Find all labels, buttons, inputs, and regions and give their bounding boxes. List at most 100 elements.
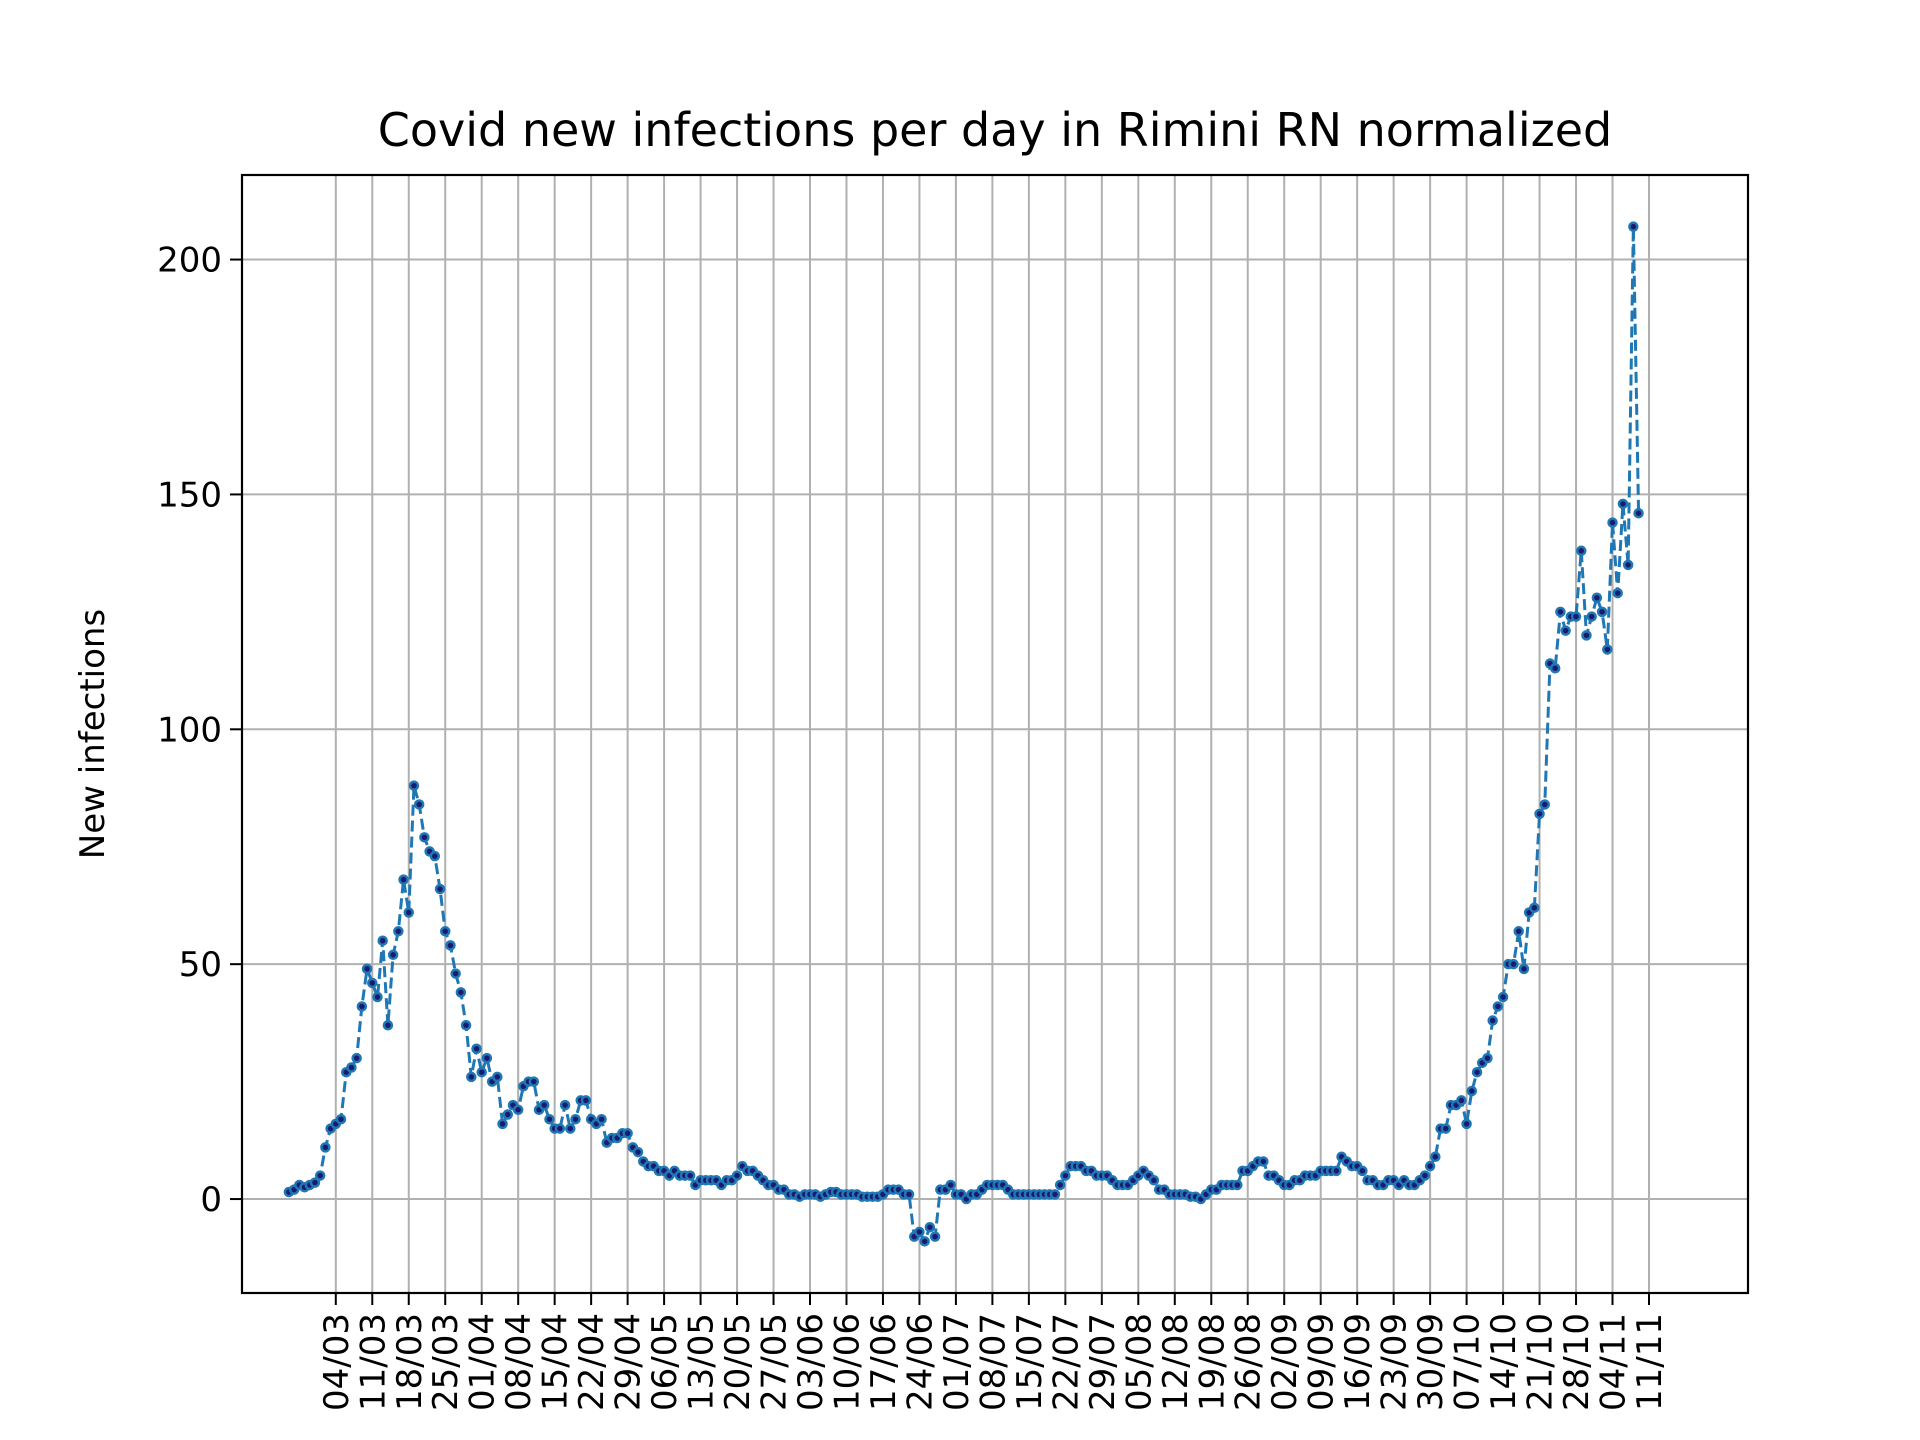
y-tick-label: 200 — [157, 241, 222, 281]
data-point — [1596, 606, 1608, 618]
x-tick-label: 17/06 — [864, 1313, 904, 1411]
x-tick-label: 08/07 — [973, 1313, 1013, 1411]
data-point — [320, 1142, 331, 1153]
data-point — [538, 1099, 550, 1111]
x-tick-label: 04/03 — [317, 1313, 357, 1411]
x-tick-label: 18/03 — [390, 1313, 430, 1411]
grid — [242, 175, 1748, 1293]
data-point — [1054, 1179, 1066, 1191]
x-tick-label: 26/08 — [1229, 1313, 1269, 1411]
x-tick-label: 20/05 — [718, 1313, 758, 1411]
y-tick-label: 50 — [179, 945, 222, 985]
data-point — [481, 1052, 493, 1064]
x-tick-label: 01/07 — [937, 1313, 977, 1411]
data-point — [1633, 507, 1644, 519]
data-point — [1424, 1160, 1436, 1172]
data-point — [1575, 545, 1587, 557]
x-tick-label: 29/07 — [1083, 1313, 1123, 1411]
x-tick-label: 10/06 — [827, 1313, 867, 1411]
data-point — [367, 977, 378, 989]
x-axis: 04/0311/0318/0325/0301/0408/0415/0422/04… — [317, 1293, 1670, 1411]
data-point — [1513, 926, 1524, 937]
x-tick-label: 01/04 — [463, 1313, 503, 1411]
data-point — [1492, 1001, 1504, 1012]
x-tick-label: 03/06 — [791, 1313, 831, 1411]
data-point — [1622, 559, 1634, 571]
data-point — [460, 1019, 472, 1031]
series — [283, 221, 1644, 1247]
data-point — [1232, 1179, 1243, 1191]
data-point — [1440, 1123, 1452, 1134]
data-point — [1586, 611, 1597, 622]
data-point — [544, 1113, 555, 1125]
data-point — [929, 1231, 941, 1242]
data-point — [1471, 1066, 1483, 1078]
data-point — [476, 1066, 487, 1078]
x-tick-label: 04/11 — [1594, 1313, 1634, 1411]
x-tick-label: 19/08 — [1192, 1313, 1232, 1411]
y-axis: 0 50 100 150 200 — [157, 241, 242, 1220]
data-point — [413, 799, 425, 810]
data-point — [372, 991, 383, 1003]
x-tick-label: 14/10 — [1484, 1313, 1524, 1411]
data-point — [684, 1170, 696, 1181]
data-point — [314, 1170, 326, 1181]
data-point — [1357, 1165, 1368, 1177]
data-point — [382, 1019, 394, 1031]
data-point — [1560, 625, 1571, 636]
data-point — [1331, 1165, 1342, 1177]
data-point — [1258, 1156, 1269, 1167]
data-point — [1534, 808, 1545, 820]
data-point — [497, 1118, 508, 1130]
x-tick-label: 29/04 — [609, 1313, 649, 1411]
x-tick-label: 15/07 — [1010, 1313, 1050, 1411]
data-point — [1482, 1052, 1493, 1064]
data-point — [1430, 1151, 1441, 1163]
data-point — [1487, 1015, 1498, 1026]
data-point — [570, 1113, 581, 1125]
data-point — [398, 874, 409, 885]
x-tick-label: 06/05 — [645, 1313, 685, 1411]
data-point — [346, 1062, 357, 1073]
data-point — [335, 1113, 347, 1125]
data-point — [455, 987, 467, 998]
data-point — [1518, 963, 1530, 975]
data-point — [1049, 1189, 1061, 1200]
data-point — [945, 1179, 956, 1191]
data-point — [924, 1221, 936, 1233]
data-point — [1529, 902, 1540, 914]
data-point — [309, 1177, 321, 1188]
data-point — [377, 935, 388, 946]
data-point — [351, 1052, 362, 1064]
data-point — [434, 883, 446, 895]
data-point — [919, 1236, 930, 1247]
data-point — [1607, 517, 1618, 528]
y-axis-label: New infections — [73, 609, 113, 859]
data-point — [1148, 1175, 1160, 1186]
data-point — [731, 1170, 743, 1181]
data-point — [914, 1226, 925, 1238]
x-tick-label: 21/10 — [1521, 1313, 1561, 1411]
y-tick-label: 150 — [157, 475, 222, 515]
x-tick-label: 27/05 — [755, 1313, 795, 1411]
data-point — [1591, 592, 1603, 604]
x-tick-label: 22/07 — [1046, 1313, 1086, 1411]
x-tick-label: 15/04 — [536, 1313, 576, 1411]
data-point — [1602, 644, 1613, 655]
x-tick-label: 24/06 — [900, 1313, 940, 1411]
plot-frame — [240, 173, 1750, 1295]
data-point — [387, 949, 399, 961]
data-point — [559, 1099, 571, 1111]
data-point — [1419, 1170, 1431, 1181]
y-tick-label: 100 — [157, 710, 222, 750]
data-point — [1570, 611, 1582, 622]
data-point — [1612, 587, 1623, 599]
data-point — [439, 926, 451, 937]
x-tick-label: 12/08 — [1156, 1313, 1196, 1411]
x-tick-label: 28/10 — [1557, 1313, 1597, 1411]
data-point — [1466, 1085, 1478, 1097]
data-point — [1617, 498, 1629, 510]
x-tick-label: 07/10 — [1448, 1313, 1488, 1411]
